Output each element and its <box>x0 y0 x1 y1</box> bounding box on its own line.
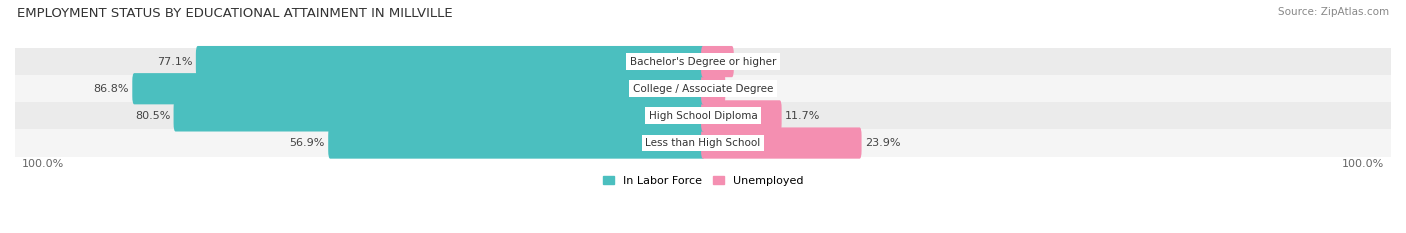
Text: EMPLOYMENT STATUS BY EDUCATIONAL ATTAINMENT IN MILLVILLE: EMPLOYMENT STATUS BY EDUCATIONAL ATTAINM… <box>17 7 453 20</box>
Bar <box>15 130 1391 157</box>
Text: 80.5%: 80.5% <box>135 111 170 121</box>
FancyBboxPatch shape <box>328 127 704 159</box>
FancyBboxPatch shape <box>702 73 725 104</box>
FancyBboxPatch shape <box>173 100 704 131</box>
Text: 86.8%: 86.8% <box>94 84 129 94</box>
FancyBboxPatch shape <box>702 100 782 131</box>
Text: 77.1%: 77.1% <box>157 57 193 67</box>
Bar <box>15 75 1391 102</box>
Text: 100.0%: 100.0% <box>21 159 63 169</box>
FancyBboxPatch shape <box>132 73 704 104</box>
Text: Source: ZipAtlas.com: Source: ZipAtlas.com <box>1278 7 1389 17</box>
FancyBboxPatch shape <box>702 127 862 159</box>
Legend: In Labor Force, Unemployed: In Labor Force, Unemployed <box>603 176 803 186</box>
Text: Less than High School: Less than High School <box>645 138 761 148</box>
Text: 4.4%: 4.4% <box>737 57 766 67</box>
Text: 56.9%: 56.9% <box>290 138 325 148</box>
Text: High School Diploma: High School Diploma <box>648 111 758 121</box>
Bar <box>15 48 1391 75</box>
Text: Bachelor's Degree or higher: Bachelor's Degree or higher <box>630 57 776 67</box>
FancyBboxPatch shape <box>195 46 704 77</box>
FancyBboxPatch shape <box>702 46 734 77</box>
Text: 11.7%: 11.7% <box>785 111 820 121</box>
Bar <box>15 102 1391 130</box>
Text: College / Associate Degree: College / Associate Degree <box>633 84 773 94</box>
Text: 100.0%: 100.0% <box>1343 159 1385 169</box>
Text: 23.9%: 23.9% <box>865 138 900 148</box>
Text: 3.1%: 3.1% <box>728 84 756 94</box>
